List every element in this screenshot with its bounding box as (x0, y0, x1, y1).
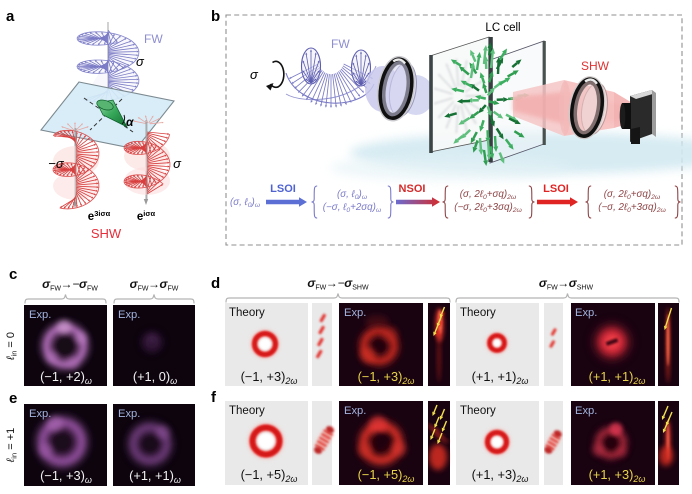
svg-text:(−σ, 2ℓ0+3σq)2ω: (−σ, 2ℓ0+3σq)2ω (454, 202, 522, 214)
svg-text:(σ, ℓ0)ω: (σ, ℓ0)ω (230, 197, 261, 209)
svg-text:(−1, +3)ω: (−1, +3)ω (40, 468, 92, 485)
svg-text:SHW: SHW (581, 59, 610, 73)
svg-text:a: a (6, 8, 15, 25)
svg-text:(+1, +1)2ω: (+1, +1)2ω (589, 369, 646, 386)
svg-text:σ: σ (136, 54, 145, 69)
svg-text:Exp.: Exp. (118, 309, 140, 321)
svg-text:σFW→σSHW: σFW→σSHW (539, 276, 594, 292)
svg-text:Theory: Theory (229, 405, 265, 417)
svg-text:(+1, +3)2ω: (+1, +3)2ω (589, 467, 646, 484)
svg-text:(σ, 2ℓ0+σq)2ω: (σ, 2ℓ0+σq)2ω (460, 189, 517, 201)
svg-text:σFW→−σFW: σFW→−σFW (42, 277, 98, 293)
svg-text:(−σ, ℓ0+2σq)ω: (−σ, ℓ0+2σq)ω (323, 202, 382, 214)
svg-text:LC cell: LC cell (485, 22, 520, 34)
svg-text:σ: σ (173, 156, 182, 171)
svg-text:Theory: Theory (460, 405, 496, 417)
svg-text:α: α (126, 115, 134, 129)
svg-text:Exp.: Exp. (575, 307, 597, 319)
svg-text:(−1, +5)2ω: (−1, +5)2ω (241, 467, 298, 484)
svg-text:FW: FW (144, 32, 163, 46)
svg-text:Exp.: Exp. (118, 408, 140, 420)
svg-text:σFW→−σSHW: σFW→−σSHW (307, 276, 369, 292)
svg-text:LSOI: LSOI (543, 183, 569, 195)
svg-text:(+1, 0)ω: (+1, 0)ω (133, 369, 177, 386)
svg-text:b: b (211, 8, 220, 25)
svg-text:(+1, +1)ω: (+1, +1)ω (129, 468, 181, 485)
svg-text:d: d (211, 275, 220, 292)
svg-text:Exp.: Exp. (575, 405, 597, 417)
svg-text:−σ: −σ (48, 156, 65, 171)
svg-text:σFW→σFW: σFW→σFW (130, 277, 179, 293)
svg-text:(−1, +2)ω: (−1, +2)ω (40, 369, 92, 386)
svg-text:Theory: Theory (229, 307, 265, 319)
svg-text:LSOI: LSOI (270, 183, 296, 195)
svg-text:σ: σ (250, 67, 259, 82)
svg-text:c: c (9, 266, 17, 283)
svg-text:(−1, +5)2ω: (−1, +5)2ω (358, 467, 415, 484)
svg-text:SHW: SHW (91, 226, 122, 241)
svg-text:NSOI: NSOI (399, 183, 426, 195)
svg-text:f: f (211, 389, 217, 406)
svg-text:ℓin = 0: ℓin = 0 (5, 332, 19, 361)
svg-text:Theory: Theory (460, 307, 496, 319)
svg-text:ℓin = +1: ℓin = +1 (5, 428, 19, 463)
svg-text:(σ, 2ℓ0+σq)2ω: (σ, 2ℓ0+σq)2ω (604, 189, 661, 201)
svg-text:Exp.: Exp. (344, 405, 366, 417)
svg-text:e: e (9, 390, 17, 407)
svg-text:Exp.: Exp. (29, 309, 51, 321)
svg-text:(σ, ℓ0)ω: (σ, ℓ0)ω (337, 189, 368, 201)
svg-text:(−1, +3)2ω: (−1, +3)2ω (358, 369, 415, 386)
svg-text:(−σ, 2ℓ0+3σq)2ω: (−σ, 2ℓ0+3σq)2ω (598, 202, 666, 214)
svg-text:Exp.: Exp. (29, 408, 51, 420)
svg-text:(−1, +3)2ω: (−1, +3)2ω (241, 369, 298, 386)
svg-text:(+1, +3)2ω: (+1, +3)2ω (472, 467, 529, 484)
svg-text:FW: FW (331, 37, 350, 51)
svg-text:(+1, +1)2ω: (+1, +1)2ω (472, 369, 529, 386)
svg-text:Exp.: Exp. (344, 307, 366, 319)
